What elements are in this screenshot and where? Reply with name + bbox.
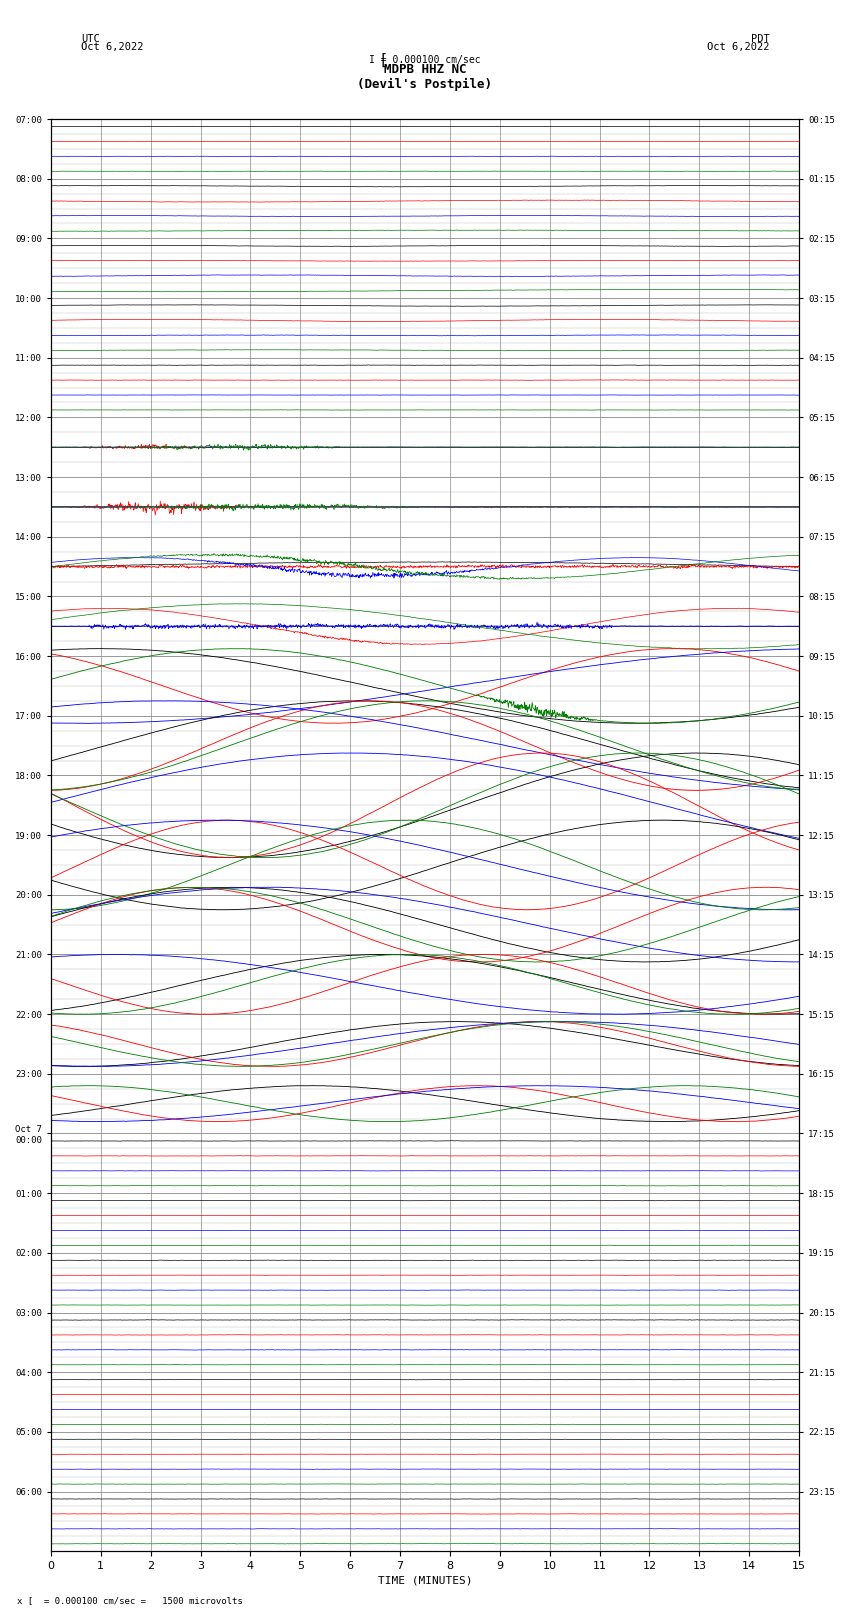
Text: [: [ — [378, 53, 388, 68]
Text: PDT: PDT — [751, 34, 769, 44]
Text: UTC: UTC — [81, 34, 99, 44]
Text: x [  = 0.000100 cm/sec =   1500 microvolts: x [ = 0.000100 cm/sec = 1500 microvolts — [17, 1595, 243, 1605]
Text: Oct 6,2022: Oct 6,2022 — [81, 42, 144, 52]
Title: MDPB HHZ NC
(Devil's Postpile): MDPB HHZ NC (Devil's Postpile) — [358, 63, 492, 92]
Text: I = 0.000100 cm/sec: I = 0.000100 cm/sec — [369, 55, 481, 65]
Text: Oct 6,2022: Oct 6,2022 — [706, 42, 769, 52]
X-axis label: TIME (MINUTES): TIME (MINUTES) — [377, 1576, 473, 1586]
